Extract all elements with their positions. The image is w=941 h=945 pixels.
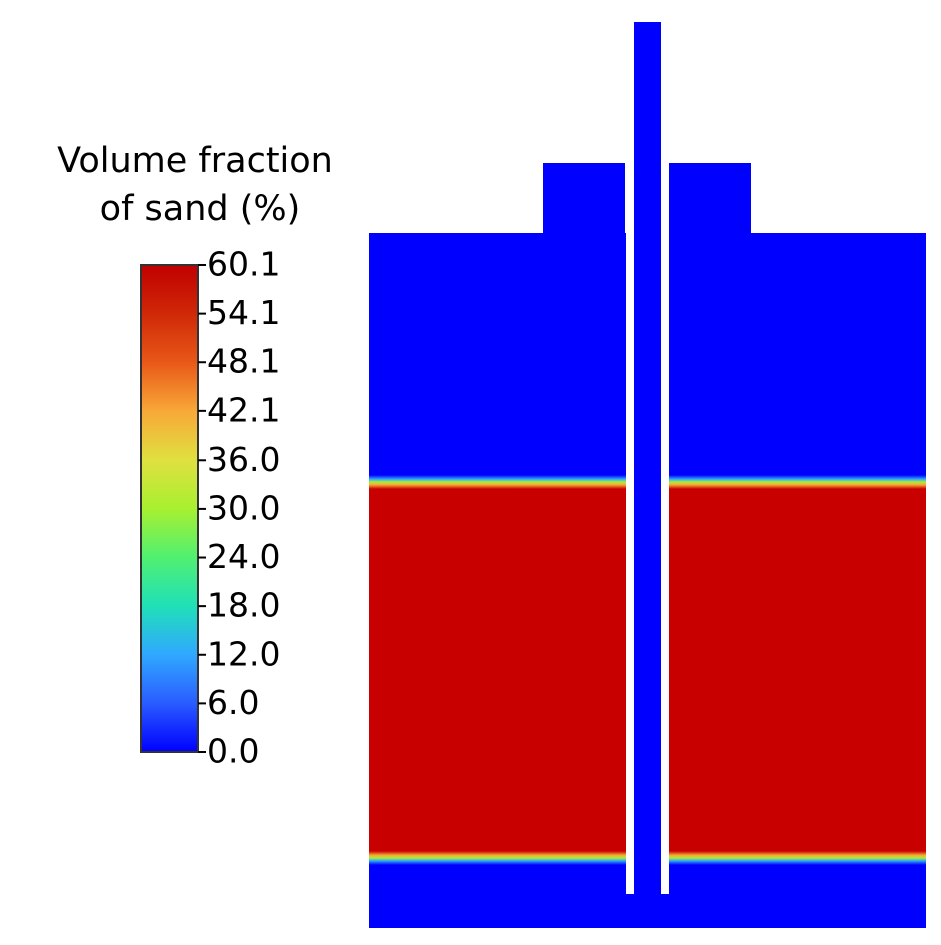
colorbar-title: Volume fraction: [57, 141, 333, 181]
inner-tube: [634, 22, 661, 894]
field: [369, 22, 926, 928]
domain-top-right: [669, 163, 751, 235]
colorbar-gradient: [140, 264, 199, 753]
tube-wall: [661, 163, 669, 894]
tick-label: 48.1: [207, 342, 280, 381]
tick-label: 0.0: [207, 732, 259, 771]
tick-label: 36.0: [207, 440, 280, 479]
tick-label: 42.1: [207, 390, 280, 429]
tick-label: 30.0: [207, 488, 280, 527]
tick-label: 12.0: [207, 634, 280, 673]
tick-label: 6.0: [207, 683, 259, 722]
tick-label: 54.1: [207, 293, 280, 332]
tick-label: 18.0: [207, 586, 280, 625]
colorbar-title: of sand (%): [100, 189, 301, 229]
tick-label: 24.0: [207, 537, 280, 576]
tick-label: 60.1: [207, 245, 280, 284]
colorbar: Volume fraction of sand (%) 60.1 54.1 48.1…: [57, 141, 333, 771]
tube-wall: [626, 163, 634, 894]
domain-top-left: [543, 163, 625, 235]
domain-bottom: [369, 894, 926, 928]
